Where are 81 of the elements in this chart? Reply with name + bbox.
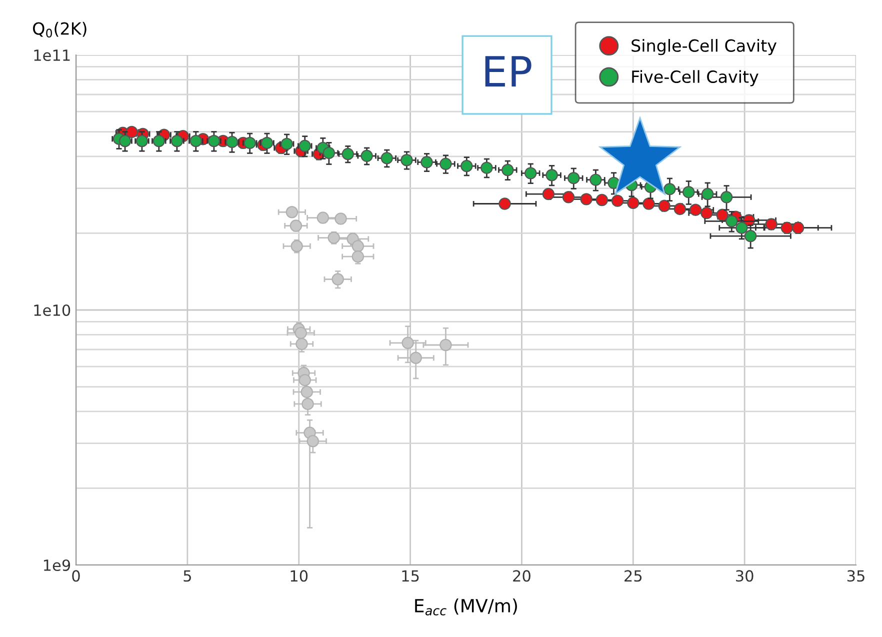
point [568,172,580,184]
point [298,140,311,152]
point [296,338,308,350]
legend-label: Five-Cell Cavity [632,70,758,86]
x-tick-label: 25 [624,570,642,582]
x-tick-label: 15 [402,570,419,582]
point [118,134,132,148]
point [300,386,313,398]
point [208,134,220,148]
point [260,136,274,150]
point [402,336,414,350]
x-axis-title: E$_{acc}$ (MV/m) [415,598,517,616]
point [658,200,670,212]
point [689,204,702,216]
point [716,208,728,222]
point [126,126,138,138]
annotation: EP [485,56,532,86]
point [524,167,537,180]
x-tick-label: 10 [290,570,308,582]
x-tick-label: 30 [736,570,754,582]
point [765,218,778,230]
point [502,164,514,176]
y-tick-label: 1e10 [34,304,70,316]
point [792,222,804,234]
point [152,134,166,148]
point [190,134,202,148]
point [480,162,493,174]
point [306,435,320,448]
point [332,273,344,286]
point [298,374,311,386]
point [322,146,336,160]
point [542,188,555,200]
point [294,326,307,340]
point [701,188,714,200]
point [580,193,592,206]
point [674,202,686,216]
point [420,156,433,168]
x-tick-label: 0 [72,570,80,582]
point [302,398,314,410]
point [410,352,422,364]
point [590,174,602,186]
point [664,182,676,196]
y-tick-label: 1e11 [34,50,70,62]
point [440,338,452,352]
point [596,194,608,206]
x-tick-label: 35 [847,570,864,582]
point [780,222,794,234]
point [280,138,293,150]
point [400,154,413,166]
x-tick-label: 20 [513,570,530,582]
y-axis-title: Q$_{0}$(2K) [33,22,86,38]
point [170,134,184,148]
x-tick-label: 5 [184,570,191,582]
point [334,212,347,225]
point [611,194,624,207]
point [700,206,713,220]
point [744,230,757,242]
point [352,240,364,252]
point [682,186,695,198]
point [562,191,575,204]
point [380,152,393,164]
point [328,232,340,244]
point [342,148,354,160]
point [460,160,473,172]
point [226,136,238,148]
point [642,198,655,210]
point [286,206,298,218]
point [290,240,303,252]
point [720,191,733,204]
point [546,169,558,182]
point [627,196,640,210]
point [498,198,511,210]
y-tick-label: 1e9 [44,559,70,572]
point [726,215,738,228]
point [736,222,748,234]
point [316,212,330,224]
legend-label: Single-Cell Cavity [632,39,776,56]
point [440,158,452,170]
point [360,150,373,162]
point [352,250,364,263]
point [290,220,302,232]
